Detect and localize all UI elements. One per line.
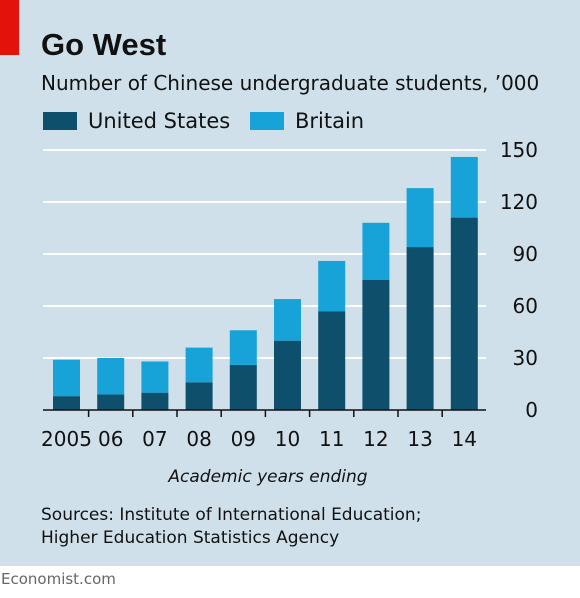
chart-svg: Go West Number of Chinese undergraduate … [41, 27, 539, 548]
x-tick-label-1: 06 [98, 427, 123, 451]
legend-label-1: Britain [295, 109, 364, 133]
x-tick-label-7: 12 [363, 427, 388, 451]
chart-title: Go West [41, 27, 166, 62]
y-axis-ticks: 0 30 60 90 120 150 [500, 138, 538, 422]
y-tick-label-5: 150 [500, 138, 538, 162]
source-line-1: Sources: Institute of International Educ… [41, 505, 421, 525]
bar-10-0 [274, 340, 301, 410]
x-tick-label-6: 11 [319, 427, 344, 451]
x-tick-label-0: 2005 [41, 427, 92, 451]
bar-06-0 [97, 394, 125, 410]
bar-07-0 [141, 392, 169, 410]
legend-swatch-1 [250, 112, 284, 130]
bar-07-1 [141, 361, 169, 393]
bar-06-1 [97, 358, 125, 395]
y-tick-label-3: 90 [513, 242, 538, 266]
x-tick-label-3: 08 [186, 427, 211, 451]
bar-12-1 [362, 222, 390, 280]
chart-subtitle: Number of Chinese undergraduate students… [41, 71, 539, 95]
x-axis-ticks: 2005 06 07 08 09 10 11 12 13 14 [41, 427, 477, 451]
y-tick-label-2: 60 [513, 294, 538, 318]
bar-08-0 [185, 382, 213, 410]
bar-2005-0 [53, 396, 80, 410]
bar-10-1 [274, 299, 301, 341]
red-accent-tab [0, 0, 19, 55]
x-axis-label: Academic years ending [167, 467, 367, 487]
source-line-2: Higher Education Statistics Agency [41, 528, 339, 548]
x-tick-label-5: 10 [275, 427, 300, 451]
bar-09-0 [229, 364, 257, 410]
chart-panel: Go West Number of Chinese undergraduate … [0, 0, 580, 566]
bar-13-0 [406, 247, 434, 410]
legend-swatch-0 [43, 112, 77, 130]
bar-11-0 [318, 311, 346, 410]
x-axis-tick-marks [87, 410, 443, 417]
y-tick-label-1: 30 [513, 346, 538, 370]
bar-12-0 [362, 280, 390, 410]
x-tick-label-2: 07 [142, 427, 167, 451]
bar-13-1 [406, 188, 434, 248]
footer-credit: Economist.com [1, 570, 116, 588]
bar-14-0 [450, 217, 478, 410]
bar-2005-1 [53, 359, 80, 397]
bar-08-1 [185, 347, 213, 383]
y-tick-label-0: 0 [525, 398, 538, 422]
x-tick-label-9: 14 [452, 427, 477, 451]
y-tick-label-4: 120 [500, 190, 538, 214]
x-tick-label-8: 13 [407, 427, 432, 451]
x-tick-label-4: 09 [231, 427, 256, 451]
bar-11-1 [318, 260, 346, 312]
bar-14-1 [450, 156, 478, 218]
bars [53, 156, 478, 410]
legend: United States Britain [43, 109, 364, 133]
bar-09-1 [229, 330, 257, 365]
legend-label-0: United States [88, 109, 230, 133]
